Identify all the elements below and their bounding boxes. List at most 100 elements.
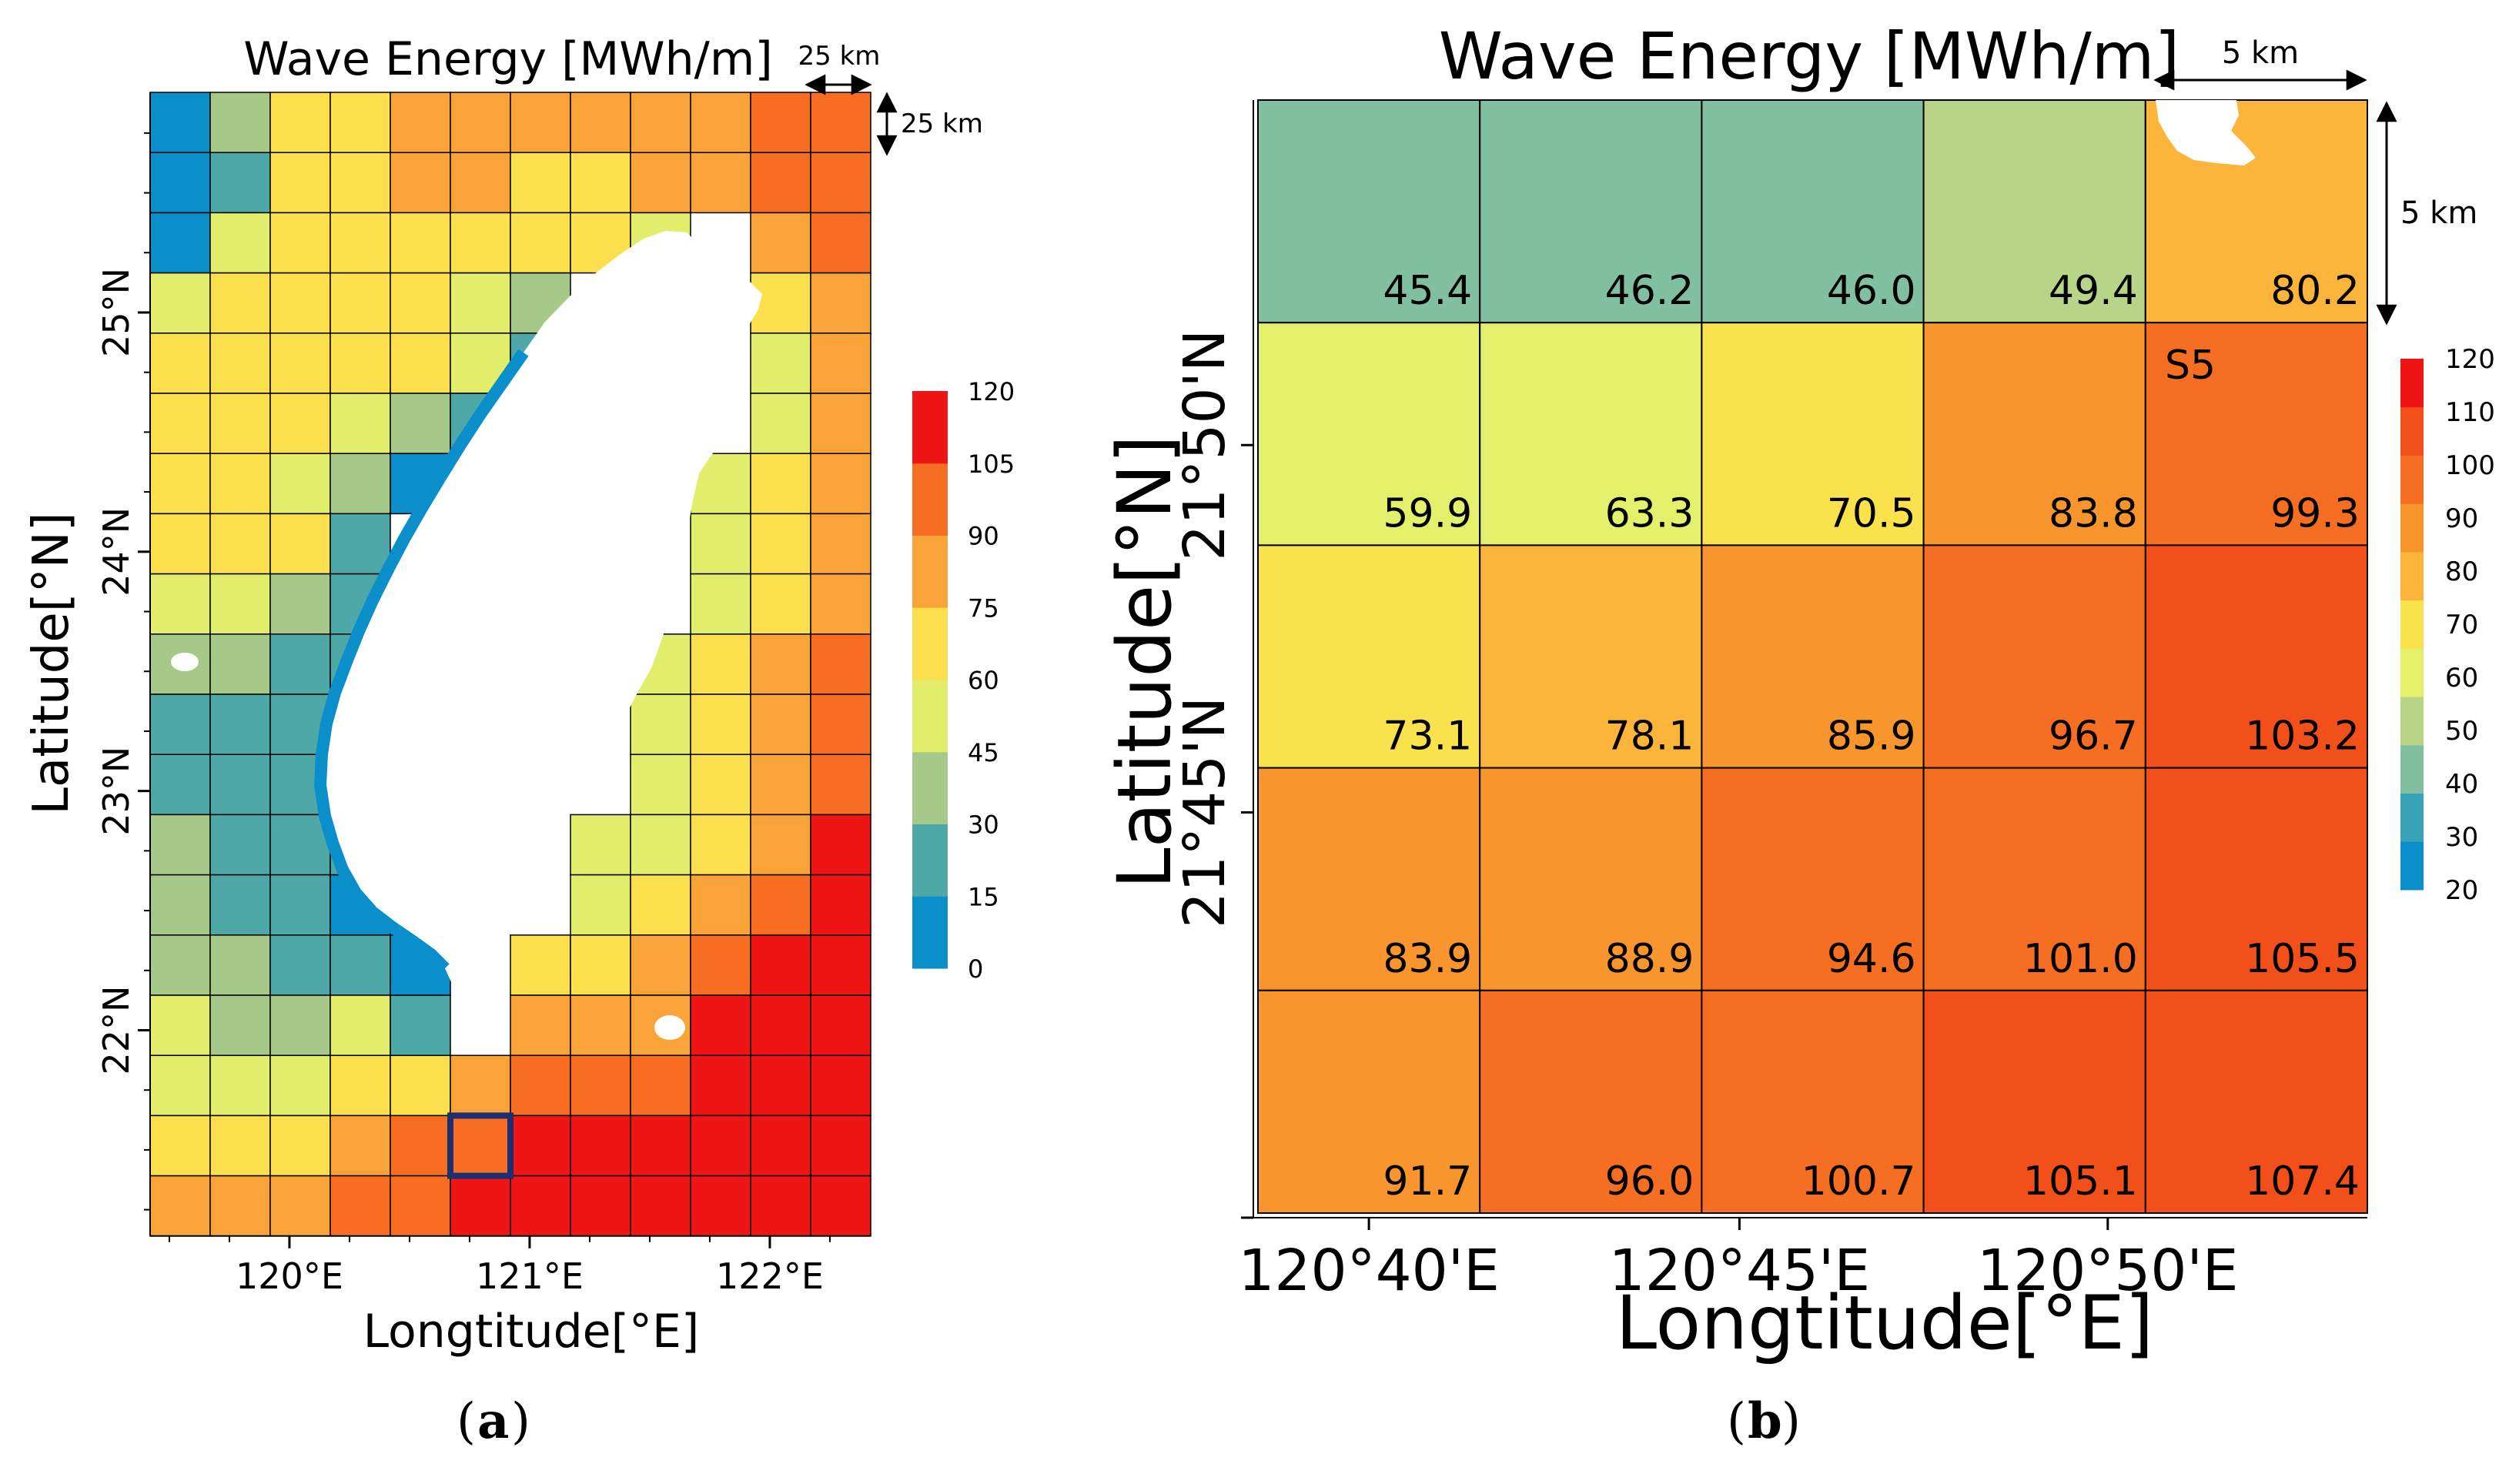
panel-a-cell [750, 694, 811, 755]
panel-b-colorbar-tick-label: 30 [2445, 822, 2478, 853]
panel-a-cell [690, 573, 751, 635]
panel-b-colorbar-tick-label: 100 [2445, 450, 2495, 481]
panel-a-west-coast [314, 349, 529, 973]
panel-a-cell [149, 814, 211, 876]
panel-b-cell-value: 83.8 [2049, 490, 2138, 536]
panel-b-island [2156, 100, 2256, 165]
panel-a-cell [510, 1055, 571, 1117]
panel-a-colorbar-swatch [912, 463, 948, 536]
panel-a-cell [450, 1175, 511, 1237]
panel-a-cell [810, 1115, 871, 1177]
panel-a-cell [810, 934, 871, 996]
panel-a-cell [750, 1055, 811, 1117]
panel-a-cell [750, 934, 811, 996]
panel-b-colorbar-tick-label: 20 [2445, 875, 2478, 906]
panel-b-label-open: ( [1727, 1393, 1746, 1450]
panel-a-cell [330, 92, 391, 153]
panel-a-cell [149, 1175, 211, 1237]
panel-a-cell [330, 333, 391, 394]
panel-a-cell [510, 1175, 571, 1237]
panel-b-cell [1701, 767, 1925, 991]
panel-a-cell [630, 754, 691, 816]
panel-b-colorbar-swatch [2400, 359, 2424, 408]
panel-a-cell [209, 694, 271, 755]
panel-a-cell [149, 513, 211, 575]
panel-b-cell-value: 73.1 [1383, 714, 1472, 760]
panel-a-cell [570, 814, 631, 876]
panel-b-cell-value: 45.4 [1383, 268, 1472, 314]
panel-b-colorbar-tick-label: 90 [2445, 503, 2478, 534]
panel-a-cell [690, 633, 751, 695]
panel-a-cell [149, 92, 211, 153]
panel-b-site-label: S5 [2165, 343, 2216, 389]
panel-a-cell [510, 92, 571, 153]
panel-b-cell-value: 96.0 [1605, 1158, 1694, 1205]
panel-b-colorbar-tick-label: 70 [2445, 610, 2478, 640]
panel-a-cell [269, 92, 331, 153]
panel-a-cell [450, 152, 511, 214]
panel-a-colorbar: 120 105 90 75 60 45 30 15 0 [912, 377, 1015, 984]
panel-a-cell [690, 994, 751, 1056]
panel-a-cell [810, 333, 871, 394]
panel-a-cell [690, 694, 751, 755]
panel-b-x-tick-label: 120°40'E [1238, 1238, 1500, 1304]
panel-a-cell [570, 1115, 631, 1177]
panel-a-cell [690, 1055, 751, 1117]
panel-b-scale-y-label: 5 km [2400, 196, 2477, 231]
panel-a-cell [209, 934, 271, 996]
panel-a-cell [750, 814, 811, 876]
panel-a-cell [810, 92, 871, 153]
panel-a-cell [149, 1115, 211, 1177]
panel-a-scale-x-label: 25 km [798, 41, 881, 72]
panel-a-colorbar-tick-label: 15 [968, 882, 999, 911]
panel-b-cell-value: 63.3 [1605, 490, 1694, 536]
panel-b-colorbar-tick-label: 60 [2445, 663, 2478, 694]
panel-a-cell [330, 934, 391, 996]
panel-a-cell [209, 453, 271, 515]
panel-a-cell [209, 994, 271, 1056]
panel-a-cell [570, 1175, 631, 1237]
panel-a-cell [810, 994, 871, 1056]
panel-a-cell [690, 934, 751, 996]
panel-b-cell-value: 96.7 [2049, 714, 2138, 760]
panel-a-selected-cell-box [447, 1112, 514, 1179]
panel-a-cell [390, 1055, 451, 1117]
panel-a-colorbar-tick-label: 120 [968, 377, 1015, 406]
panel-a-cell [209, 633, 271, 695]
panel-b-cell-value: 59.9 [1383, 490, 1472, 536]
panel-b-cell [1922, 544, 2146, 769]
panel-b-cell-value: 94.6 [1827, 936, 1916, 982]
panel-a-cell [750, 994, 811, 1056]
panel-a-cell [269, 152, 331, 214]
panel-b-cell [1701, 99, 1925, 324]
panel-a-cell [209, 333, 271, 394]
panel-a-cell [690, 874, 751, 936]
panel-a-penghu-island [171, 653, 199, 671]
panel-b-cell-value: 46.0 [1827, 268, 1916, 314]
panel-a-cell [630, 1175, 691, 1237]
panel-b: Wave Energy [MWh/m] 45.4 46.2 46.0 49.4 80.2… [1102, 18, 2495, 1450]
panel-a-cell [330, 1115, 391, 1177]
panel-a-y-tick-label: 23°N [95, 747, 137, 836]
panel-a-cell [269, 453, 331, 515]
panel-a-cell [750, 1175, 811, 1237]
panel-b-cell [1257, 322, 1481, 546]
panel-a-cell [750, 754, 811, 816]
panel-a-cell [690, 92, 751, 153]
panel-a-cell [269, 633, 331, 695]
panel-a-green-island [872, 864, 888, 875]
panel-b-x-tick-label: 120°45'E [1609, 1238, 1871, 1304]
panel-b-cell-value: 85.9 [1827, 714, 1916, 760]
panel-a-cell [209, 814, 271, 876]
panel-a-cell [330, 152, 391, 214]
panel-a-colorbar-tick-label: 0 [968, 954, 983, 984]
panel-a-cell [810, 513, 871, 575]
panel-b-axes: 120°40'E 120°45'E 120°50'E 21°50'N 21°45'N [1172, 100, 2367, 1304]
panel-a-cell [330, 1175, 391, 1237]
panel-a-xlabel: Longtitude[°E] [363, 1305, 700, 1359]
panel-b-cell-value: 99.3 [2270, 490, 2360, 536]
panel-a-cell [209, 1175, 271, 1237]
panel-a-cell [149, 934, 211, 996]
panel-a-cell [390, 393, 451, 454]
panel-a-colorbar-tick-label: 75 [968, 593, 999, 623]
